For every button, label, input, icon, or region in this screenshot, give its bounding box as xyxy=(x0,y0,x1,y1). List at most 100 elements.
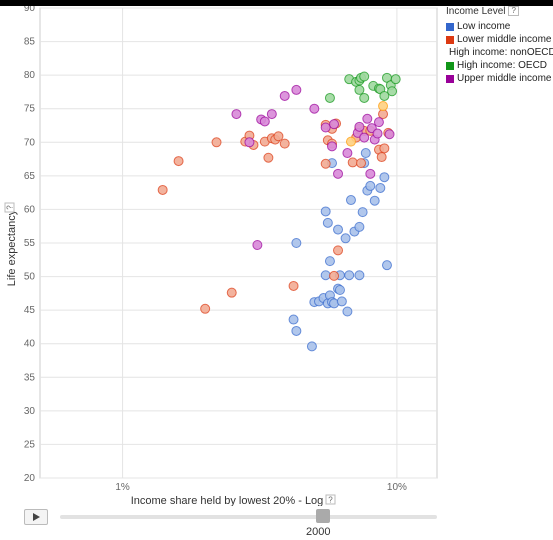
data-point[interactable] xyxy=(288,280,299,291)
data-point[interactable] xyxy=(347,157,358,168)
data-point[interactable] xyxy=(333,168,344,179)
y-axis-help-icon[interactable]: ? xyxy=(4,202,15,213)
data-point[interactable] xyxy=(344,270,355,281)
series-high-income-nonoecd[interactable] xyxy=(345,101,389,147)
data-point[interactable] xyxy=(329,119,340,130)
data-point[interactable] xyxy=(354,221,365,232)
data-point[interactable] xyxy=(340,233,351,244)
data-point[interactable] xyxy=(263,152,274,163)
data-point[interactable] xyxy=(291,84,302,95)
data-point[interactable] xyxy=(211,137,222,148)
data-point[interactable] xyxy=(354,121,365,132)
y-tick-label: 90 xyxy=(24,6,36,14)
time-slider-thumb[interactable] xyxy=(316,509,330,523)
data-point[interactable] xyxy=(329,270,340,281)
data-point[interactable] xyxy=(379,143,390,154)
data-point[interactable] xyxy=(320,270,331,281)
legend-title-row: Income Level? xyxy=(446,6,553,17)
data-point[interactable] xyxy=(200,303,211,314)
data-points[interactable] xyxy=(157,71,401,352)
data-point[interactable] xyxy=(291,325,302,336)
data-point[interactable] xyxy=(333,224,344,235)
data-point[interactable] xyxy=(379,172,390,183)
data-point[interactable] xyxy=(231,109,242,120)
data-point[interactable] xyxy=(252,240,263,251)
data-point[interactable] xyxy=(244,137,255,148)
data-point[interactable] xyxy=(288,314,299,325)
play-button[interactable] xyxy=(24,509,48,525)
data-point[interactable] xyxy=(345,136,356,147)
x-axis-help-icon[interactable]: ? xyxy=(325,494,336,505)
legend-item[interactable]: High income: nonOECD xyxy=(446,46,553,59)
data-point[interactable] xyxy=(375,182,386,193)
y-tick-label: 70 xyxy=(24,137,36,148)
data-point[interactable] xyxy=(379,90,390,101)
y-tick-label: 80 xyxy=(24,70,36,81)
data-point[interactable] xyxy=(324,256,335,267)
data-point[interactable] xyxy=(279,90,290,101)
data-point[interactable] xyxy=(381,260,392,271)
data-point[interactable] xyxy=(342,148,353,159)
data-point[interactable] xyxy=(306,341,317,352)
data-point[interactable] xyxy=(387,86,398,97)
series-low-income[interactable] xyxy=(288,148,392,352)
data-point[interactable] xyxy=(342,306,353,317)
data-point[interactable] xyxy=(259,116,270,127)
data-point[interactable] xyxy=(320,158,331,169)
data-point[interactable] xyxy=(359,92,370,103)
data-point[interactable] xyxy=(356,158,367,169)
series-high-income-oecd[interactable] xyxy=(324,71,401,103)
data-point[interactable] xyxy=(273,131,284,142)
time-slider-track[interactable] xyxy=(60,515,437,519)
data-point[interactable] xyxy=(373,117,384,128)
legend-swatch xyxy=(446,74,454,83)
data-point[interactable] xyxy=(359,71,370,82)
data-point[interactable] xyxy=(376,152,387,163)
data-point[interactable] xyxy=(333,245,344,256)
data-point[interactable] xyxy=(354,270,365,281)
data-point[interactable] xyxy=(324,92,335,103)
data-point[interactable] xyxy=(226,287,237,298)
legend-item[interactable]: Low income xyxy=(446,20,553,33)
data-point[interactable] xyxy=(334,285,345,295)
data-point[interactable] xyxy=(279,138,290,149)
data-point[interactable] xyxy=(357,207,368,218)
data-point[interactable] xyxy=(320,206,331,217)
data-point[interactable] xyxy=(309,103,320,114)
data-point[interactable] xyxy=(354,84,365,95)
data-point[interactable] xyxy=(336,296,347,307)
x-tick-labels: 1% 10% xyxy=(115,482,407,493)
data-point[interactable] xyxy=(365,168,376,179)
data-point[interactable] xyxy=(327,141,338,152)
y-tick-label: 50 xyxy=(24,272,36,283)
series-upper-middle-income[interactable] xyxy=(231,84,395,251)
legend-help-icon[interactable]: ? xyxy=(508,6,519,16)
y-axis-title: Life expectancy xyxy=(6,209,18,286)
legend-item[interactable]: High income: OECD xyxy=(446,59,553,72)
scatter-chart[interactable]: 20 25 30 35 40 45 50 55 60 65 70 75 80 85 90 1% 10% Lif… xyxy=(0,6,553,506)
svg-text:?: ? xyxy=(328,496,333,505)
data-point[interactable] xyxy=(384,129,395,140)
data-point[interactable] xyxy=(365,180,376,191)
data-point[interactable] xyxy=(390,74,401,85)
legend-items: Low income Lower middle income High income… xyxy=(446,20,553,85)
data-point[interactable] xyxy=(157,184,168,195)
data-point[interactable] xyxy=(369,195,380,206)
y-tick-label: 45 xyxy=(24,305,36,316)
y-tick-label: 20 xyxy=(24,473,36,484)
legend-item[interactable]: Lower middle income xyxy=(446,33,553,46)
data-point[interactable] xyxy=(345,195,356,206)
legend-label: High income: OECD xyxy=(457,60,548,71)
data-point[interactable] xyxy=(322,217,333,228)
data-point[interactable] xyxy=(320,122,331,133)
data-point[interactable] xyxy=(291,238,302,248)
data-point[interactable] xyxy=(362,113,373,124)
y-tick-label: 35 xyxy=(24,372,36,383)
data-point[interactable] xyxy=(360,148,371,159)
data-point[interactable] xyxy=(372,128,383,139)
legend-item[interactable]: Upper middle income xyxy=(446,72,553,85)
data-point[interactable] xyxy=(378,101,389,112)
data-point[interactable] xyxy=(173,156,184,167)
data-point[interactable] xyxy=(359,132,370,143)
data-point[interactable] xyxy=(266,109,277,120)
